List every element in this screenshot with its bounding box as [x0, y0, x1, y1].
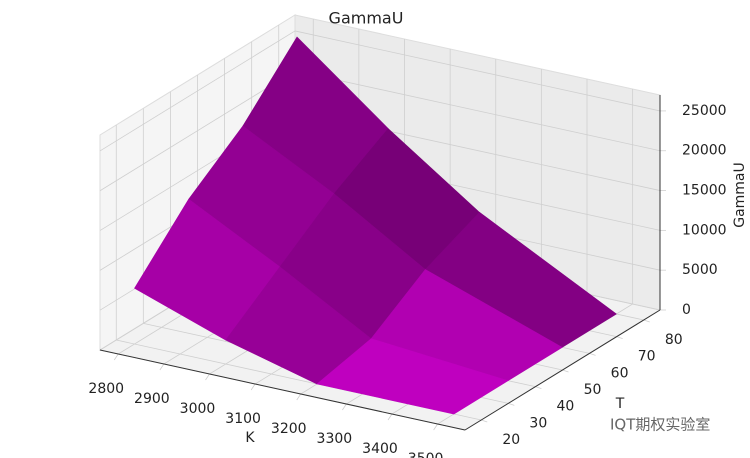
tick-mark: [589, 352, 596, 356]
y-tick-label: 70: [638, 349, 656, 365]
x-axis: [99, 349, 466, 431]
z-tick-label: 20000: [682, 143, 727, 159]
chart-title: GammaU: [329, 9, 404, 28]
x-tick-label: 2900: [134, 391, 170, 407]
grid-line: [294, 70, 661, 152]
tick-mark: [250, 383, 256, 391]
z-tick-label: 5000: [682, 262, 718, 278]
z-tick-label: 15000: [682, 183, 727, 199]
x-tick-label: 2800: [88, 381, 124, 397]
y-tick-label: 60: [611, 365, 629, 381]
y-tick-label: 20: [502, 432, 520, 448]
z-tick-label: 10000: [682, 222, 727, 238]
watermark: IQT期权实验室: [610, 416, 710, 434]
x-axis-label: K: [245, 430, 255, 446]
tick-mark: [205, 373, 210, 381]
y-tick-label: 40: [557, 399, 575, 415]
x-tick-label: 3200: [271, 421, 307, 437]
grid-line: [99, 30, 296, 152]
y-axis: [464, 309, 661, 431]
tick-mark: [481, 419, 488, 423]
z-tick-label: 25000: [682, 103, 727, 119]
z-axis-label: GammaU: [732, 162, 748, 228]
tick-mark: [387, 413, 393, 421]
tick-mark: [508, 402, 515, 406]
y-tick-label: 30: [529, 415, 547, 431]
grid-line: [294, 30, 661, 112]
y-tick-label: 80: [665, 332, 683, 348]
x-tick-label: 3100: [225, 411, 261, 427]
tick-mark: [342, 403, 347, 411]
plot: 2800 2900 3000 3100 3200 3300 3400 3500 20 30 40 50…: [88, 14, 727, 458]
tick-mark: [433, 423, 438, 431]
x-tick-label: 3400: [362, 441, 398, 457]
x-tick-label: 3300: [317, 431, 353, 447]
surface-face: [316, 338, 509, 415]
y-tick-label: 50: [584, 382, 602, 398]
z-tick-label: 0: [682, 302, 691, 318]
tick-mark: [616, 336, 623, 340]
tick-mark: [535, 386, 542, 390]
y-axis-label: T: [615, 396, 625, 412]
tick-mark: [159, 363, 165, 371]
x-tick-label: 3000: [180, 401, 216, 417]
tick-mark: [643, 319, 650, 323]
tick-mark: [113, 353, 119, 361]
tick-mark: [562, 369, 569, 373]
grid-line: [99, 70, 296, 192]
tick-mark: [296, 393, 302, 401]
x-tick-label: 3500: [408, 451, 444, 458]
